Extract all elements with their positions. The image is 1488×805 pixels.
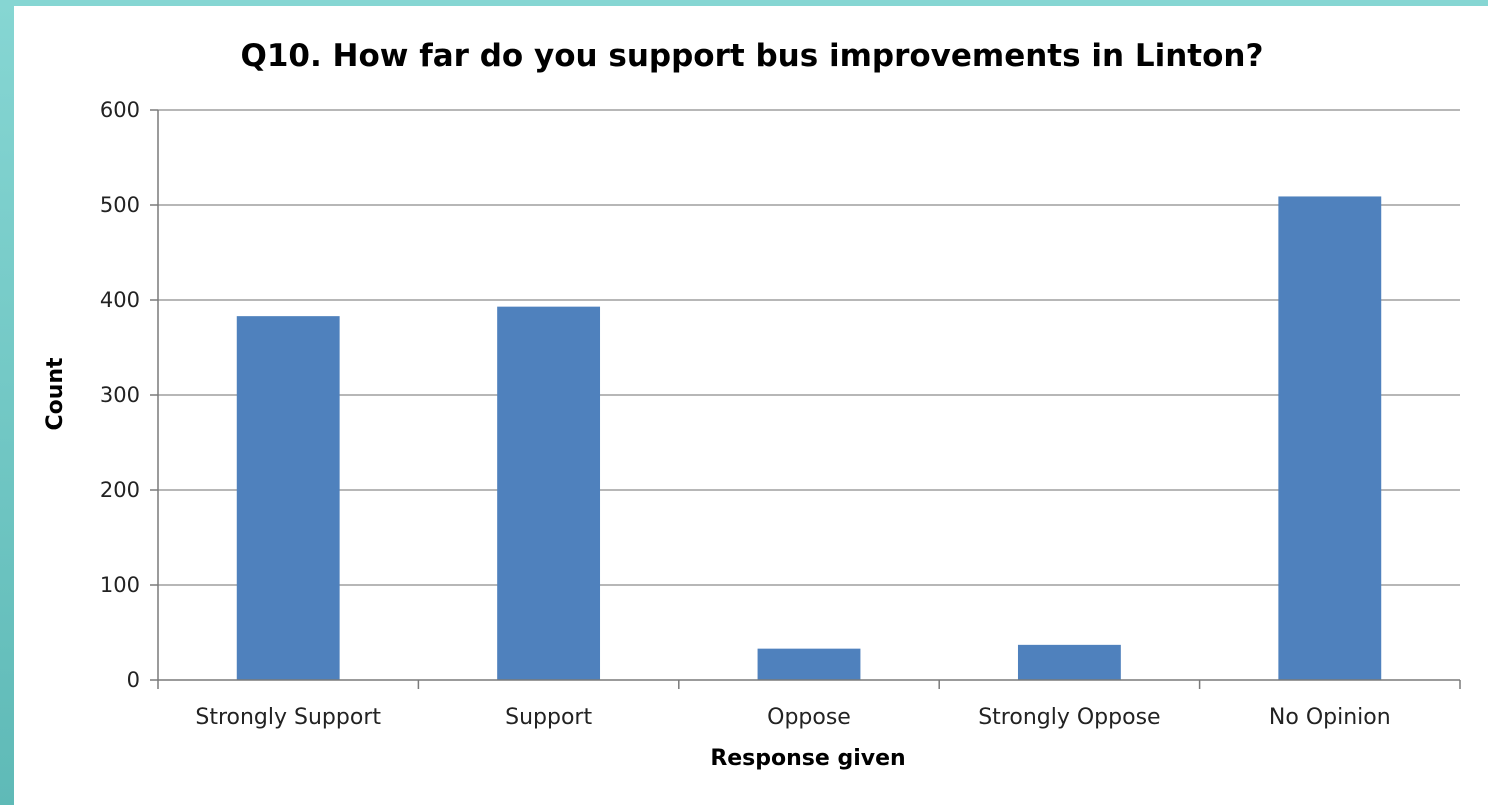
y-tick-label: 400 [100, 288, 140, 312]
bar-strongly-oppose [1017, 644, 1121, 680]
bars [236, 196, 1382, 680]
y-tick-label: 500 [100, 193, 140, 217]
y-tick-label: 600 [100, 98, 140, 122]
y-axis-ticks: 0 100 200 300 400 500 600 [100, 98, 158, 692]
x-tick-label: Strongly Oppose [978, 705, 1160, 730]
bar-support [497, 306, 601, 680]
x-tick-label: No Opinion [1269, 705, 1391, 730]
x-axis-label: Response given [710, 746, 905, 771]
bar-oppose [757, 648, 861, 680]
bar-strongly-support [236, 316, 340, 680]
x-axis: Strongly Support Support Oppose Strongly Op… [157, 110, 1461, 730]
y-axis-label: Count [43, 357, 68, 431]
chart-title: Q10. How far do you support bus improvem… [241, 38, 1264, 74]
y-tick-label: 300 [100, 383, 140, 407]
x-tick-label: Support [505, 705, 592, 730]
y-tick-label: 0 [127, 668, 140, 692]
x-tick-label: Strongly Support [195, 705, 381, 730]
bar-no-opinion [1278, 196, 1382, 680]
x-tick-label: Oppose [767, 705, 851, 730]
gridlines [158, 109, 1460, 586]
y-tick-label: 200 [100, 478, 140, 502]
y-tick-label: 100 [100, 573, 140, 597]
